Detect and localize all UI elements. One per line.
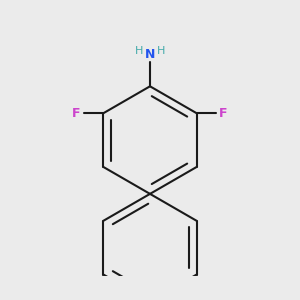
- Text: F: F: [72, 107, 81, 120]
- Text: H: H: [157, 46, 165, 56]
- Text: F: F: [219, 107, 228, 120]
- Text: H: H: [135, 46, 143, 56]
- Text: N: N: [145, 48, 155, 61]
